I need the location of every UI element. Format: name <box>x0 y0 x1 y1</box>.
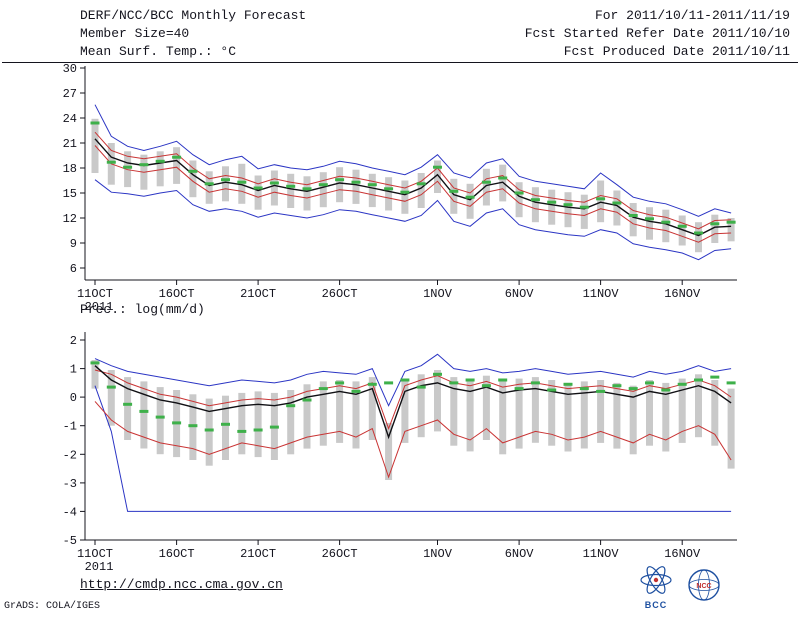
precipitation-chart: -5 -4 -3 -2 -1 0 1 2 11OCT 16OCT 21OCT 26OCT 1NOV 6NO… <box>63 332 737 574</box>
grads-credit: GrADS: COLA/IGES <box>4 601 101 612</box>
forecast-period: For 2011/10/11-2011/11/19 <box>594 8 790 23</box>
fcst-start-date: Fcst Started Refer Date 2011/10/10 <box>524 26 790 41</box>
svg-text:21OCT: 21OCT <box>240 547 276 561</box>
svg-text:11OCT: 11OCT <box>77 287 113 301</box>
svg-text:21: 21 <box>63 137 77 151</box>
svg-text:6NOV: 6NOV <box>505 287 535 301</box>
svg-text:16OCT: 16OCT <box>159 547 195 561</box>
ncc-logo: NCC <box>688 569 720 601</box>
svg-text:16OCT: 16OCT <box>159 287 195 301</box>
svg-text:26OCT: 26OCT <box>322 287 358 301</box>
svg-text:30: 30 <box>63 62 77 76</box>
svg-text:21OCT: 21OCT <box>240 287 276 301</box>
header-divider <box>2 62 798 63</box>
svg-text:-4: -4 <box>63 505 77 519</box>
svg-text:16NOV: 16NOV <box>664 287 701 301</box>
svg-text:26OCT: 26OCT <box>322 547 358 561</box>
fcst-produced-date: Fcst Produced Date 2011/10/11 <box>563 44 790 59</box>
svg-text:6NOV: 6NOV <box>505 547 535 561</box>
svg-text:-2: -2 <box>63 448 77 462</box>
svg-text:-5: -5 <box>63 534 77 548</box>
svg-text:6: 6 <box>70 262 77 276</box>
svg-text:-3: -3 <box>63 477 77 491</box>
temperature-chart: 6 9 12 15 18 21 24 27 30 11OCT 16OCT 21OCT 26OCT 1NOV… <box>63 62 737 312</box>
svg-text:-1: -1 <box>63 420 77 434</box>
plot-title: DERF/NCC/BCC Monthly Forecast <box>80 8 307 23</box>
svg-text:1NOV: 1NOV <box>423 547 453 561</box>
ncc-logo-label: NCC <box>696 583 711 590</box>
svg-text:1: 1 <box>70 363 77 377</box>
member-size-label: Member Size=40 <box>80 26 190 41</box>
svg-text:24: 24 <box>63 112 77 126</box>
bcc-logo-label: BCC <box>645 600 668 610</box>
svg-text:11NOV: 11NOV <box>583 287 620 301</box>
svg-text:11NOV: 11NOV <box>583 547 620 561</box>
svg-text:27: 27 <box>63 87 77 101</box>
svg-text:9: 9 <box>70 237 77 251</box>
svg-text:2011: 2011 <box>85 300 114 312</box>
temp-chart-title: Mean Surf. Temp.: °C <box>80 44 237 59</box>
bcc-logo: BCC <box>640 566 672 610</box>
svg-text:15: 15 <box>63 187 77 201</box>
footer-logos: BCC NCC <box>640 566 720 610</box>
svg-text:2011: 2011 <box>85 560 114 574</box>
bcc-logo-dot <box>653 577 659 583</box>
svg-text:18: 18 <box>63 162 77 176</box>
precip-chart-title: Prec.: log(mm/d) <box>80 302 205 317</box>
svg-text:11OCT: 11OCT <box>77 547 113 561</box>
source-url: http://cmdp.ncc.cma.gov.cn <box>80 577 283 592</box>
svg-text:2: 2 <box>70 334 77 348</box>
svg-text:1NOV: 1NOV <box>423 287 453 301</box>
svg-text:12: 12 <box>63 212 77 226</box>
svg-text:16NOV: 16NOV <box>664 547 701 561</box>
svg-text:0: 0 <box>70 391 77 405</box>
